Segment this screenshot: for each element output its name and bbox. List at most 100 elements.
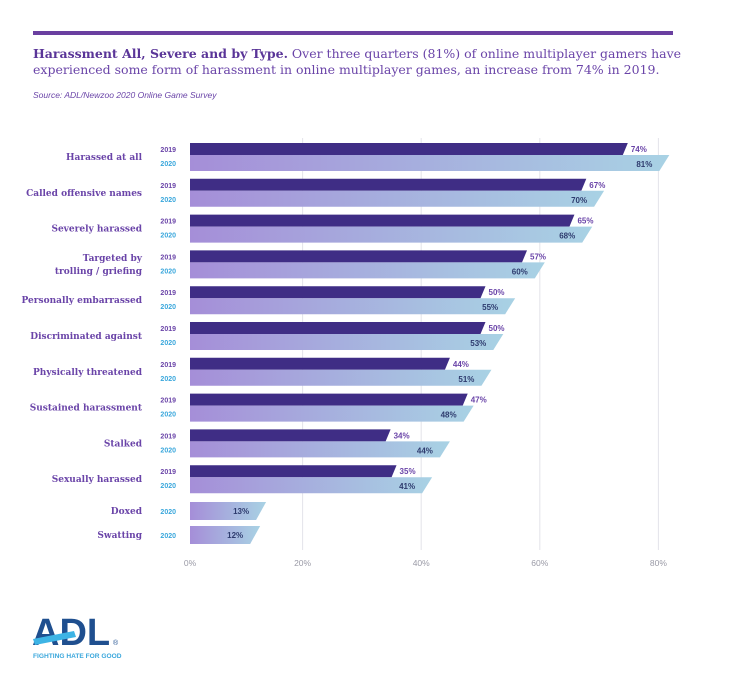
bar-2019 [190,178,587,191]
series-label-2020: 2020 [160,197,176,204]
series-label-2020: 2020 [160,233,176,240]
bar-2019 [190,322,486,334]
bar-2019 [190,357,450,370]
value-label-2020: 12% [227,531,243,540]
series-label-2020: 2020 [160,161,176,168]
series-label-2019: 2019 [160,254,176,261]
logo-swoosh [33,631,76,645]
series-label-2020: 2020 [160,412,176,419]
value-label-2020: 55% [482,303,498,312]
bar-2019 [190,143,628,155]
value-label-2019: 50% [489,288,505,297]
value-label-2019: 44% [453,360,469,369]
bar-2020 [190,441,450,458]
category-row: Sustained harassment 2019 2020 47% 48% [30,393,487,422]
bar-chart: Harassed at all 2019 2020 74% 81% Called offe… [22,138,670,568]
bar-2019 [190,286,486,299]
category-label: Discriminated against [30,332,143,342]
x-tick-label: 20% [294,558,311,568]
bar-2020 [190,502,267,520]
category-row: Harassed at all 2019 2020 74% 81% [66,143,670,171]
top-rule [33,31,673,35]
adl-logo-mark: ADL ® FIGHTING HATE FOR GOOD [32,612,122,660]
category-row: Doxed 2020 13% [111,502,267,520]
value-label-2020: 13% [233,507,249,516]
x-tick-label: 80% [650,558,667,568]
value-label-2019: 67% [589,181,605,190]
category-label: Called offensive names [26,189,142,199]
bar-2020 [190,477,433,494]
logo-tagline: FIGHTING HATE FOR GOOD [33,653,122,660]
value-label-2020: 51% [458,375,474,384]
x-axis: 0% 20% 40% 60% 80% [184,558,667,568]
category-row: Stalked 2019 2020 34% 44% [104,429,450,458]
x-tick-label: 0% [184,558,197,568]
value-label-2019: 50% [489,324,505,333]
bar-2020 [190,190,605,207]
bar-2020 [190,369,492,386]
series-label-2020: 2020 [160,340,176,347]
category-label: Physically threatened [33,368,143,378]
value-label-2019: 47% [471,396,487,405]
series-label-2020: 2020 [160,447,176,454]
series-label-2019: 2019 [160,147,176,154]
value-label-2020: 81% [636,160,652,169]
logo-registered: ® [113,639,119,647]
series-label-2020: 2020 [160,509,176,516]
category-row: Severely harassed 2019 2020 65%68% [51,214,593,243]
series-label-2020: 2020 [160,304,176,311]
series-label-2019: 2019 [160,219,176,226]
bar-2020 [190,262,545,279]
bar-2019 [190,465,397,478]
bar-2019 [190,214,575,227]
series-label-2020: 2020 [160,533,176,540]
value-label-2020: 60% [512,267,528,276]
series-label-2019: 2019 [160,362,176,369]
category-label: Harassed at all [66,153,143,163]
value-label-2019: 57% [530,252,546,261]
category-row: Discriminated against 2019 2020 50%53% [30,322,505,350]
value-label-2019: 34% [394,431,410,440]
bar-2020 [190,226,593,243]
value-label-2020: 44% [417,446,433,455]
title-description: Over three quarters (81%) of online mult… [33,46,682,77]
series-label-2019: 2019 [160,398,176,405]
series-label-2020: 2020 [160,483,176,490]
bar-2020 [190,155,670,171]
value-label-2020: 70% [571,196,587,205]
bar-2019 [190,250,528,263]
x-tick-label: 60% [531,558,548,568]
category-row: Targeted by trolling / griefing 2019 2020 57… [55,250,546,279]
value-label-2019: 35% [400,467,416,476]
bar-2019 [190,393,468,406]
category-label: Personally embarrassed [22,296,143,306]
category-label: Doxed [111,507,143,517]
category-row: Physically threatened 2019 2020 44% 51% [33,357,492,386]
series-label-2020: 2020 [160,268,176,275]
value-label-2020: 68% [559,232,575,241]
category-label: Sexually harassed [52,475,143,485]
x-tick-label: 40% [413,558,430,568]
value-label-2019: 65% [577,217,593,226]
series-label-2019: 2019 [160,469,176,476]
value-label-2019: 74% [631,145,647,154]
category-row: Sexually harassed 2019 2020 35% 41% [52,465,433,494]
category-label: Sustained harassment [30,404,143,414]
series-label-2019: 2019 [160,326,176,333]
bars: Harassed at all 2019 2020 74% 81% Called offe… [22,143,670,544]
category-label: Swatting [97,531,142,541]
series-label-2019: 2019 [160,183,176,190]
category-row: Called offensive names 2019 2020 67%70% [26,178,605,207]
value-label-2020: 53% [470,339,486,348]
bar-2019 [190,429,391,442]
category-label: Stalked [104,439,143,449]
category-row: Swatting 2020 12% [97,526,261,544]
category-label: trolling / griefing [55,267,143,277]
adl-logo: ADL ® FIGHTING HATE FOR GOOD [30,612,140,666]
title-bold: Harassment All, Severe and by Type. [33,46,288,61]
series-label-2019: 2019 [160,433,176,440]
category-row: Personally embarrassed 2019 2020 50% 55% [22,286,516,315]
source-note: Source: ADL/Newzoo 2020 Online Game Surv… [33,90,217,100]
category-label: Targeted by [83,254,143,264]
chart-title: Harassment All, Severe and by Type. Over… [33,46,683,78]
